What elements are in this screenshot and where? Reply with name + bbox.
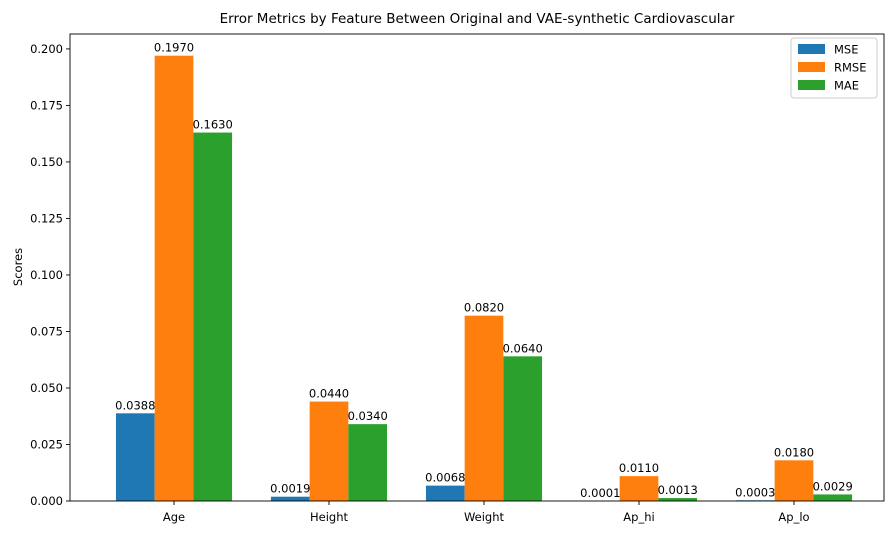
data-label-rmse-weight: 0.0820 (464, 301, 504, 315)
bar-rmse-ap_hi (619, 476, 659, 501)
data-label-mae-ap_lo: 0.0029 (813, 479, 853, 493)
y-tick-label: 0.025 (30, 437, 63, 451)
bar-rmse-weight (464, 315, 504, 501)
legend-swatch-mse (798, 44, 825, 54)
data-label-mae-ap_hi: 0.0013 (658, 483, 698, 497)
bar-mae-ap_lo (813, 494, 853, 501)
bar-mae-weight (503, 356, 543, 501)
legend-swatch-mae (798, 80, 825, 90)
y-tick-label: 0.200 (30, 42, 63, 56)
legend-label-rmse: RMSE (834, 61, 866, 75)
bar-mse-age (115, 413, 155, 501)
x-tick-label-ap_lo: Ap_lo (778, 510, 809, 524)
bar-mse-height (270, 496, 310, 501)
y-tick-label: 0.075 (30, 324, 63, 338)
bar-rmse-ap_lo (774, 460, 814, 501)
bar-mae-height (348, 424, 388, 501)
data-label-rmse-ap_hi: 0.0110 (619, 461, 659, 475)
y-tick-label: 0.000 (30, 494, 63, 508)
x-tick-label-age: Age (163, 510, 185, 524)
x-tick-label-ap_hi: Ap_hi (623, 510, 654, 524)
y-tick-label: 0.125 (30, 211, 63, 225)
chart-title: Error Metrics by Feature Between Origina… (220, 11, 735, 27)
bar-rmse-height (309, 401, 349, 501)
data-label-rmse-age: 0.1970 (154, 41, 194, 55)
y-tick-label: 0.150 (30, 155, 63, 169)
data-label-mae-height: 0.0340 (348, 409, 388, 423)
data-label-mse-ap_lo: 0.0003 (735, 485, 775, 499)
legend: MSE RMSE MAE (790, 37, 878, 99)
y-tick-label: 0.050 (30, 381, 63, 395)
data-label-rmse-height: 0.0440 (309, 387, 349, 401)
data-label-mse-age: 0.0388 (115, 398, 155, 412)
y-tick-label: 0.100 (30, 268, 63, 282)
data-label-mae-weight: 0.0640 (503, 341, 543, 355)
plot-area: 0.0388 0.0019 0.0068 0.0001 0.0003 0.1970 0.04… (30, 33, 885, 524)
y-tick-label: 0.175 (30, 98, 63, 112)
data-label-rmse-ap_lo: 0.0180 (774, 445, 814, 459)
legend-label-mae: MAE (834, 79, 859, 93)
data-label-mse-ap_hi: 0.0001 (580, 486, 620, 500)
axes-frame (69, 33, 885, 502)
legend-swatch-rmse (798, 62, 825, 72)
bar-rmse-age (154, 55, 194, 501)
data-label-mae-age: 0.1630 (193, 118, 233, 132)
y-axis-label: Scores (11, 248, 25, 286)
x-tick-label-weight: Weight (464, 510, 505, 524)
x-tick-label-height: Height (310, 510, 349, 524)
legend-label-mse: MSE (834, 43, 859, 57)
bar-mse-weight (425, 485, 465, 501)
bar-mae-ap_hi (658, 498, 698, 501)
bar-mae-age (193, 132, 233, 502)
data-label-mse-weight: 0.0068 (425, 471, 465, 485)
data-label-mse-height: 0.0019 (270, 482, 310, 496)
